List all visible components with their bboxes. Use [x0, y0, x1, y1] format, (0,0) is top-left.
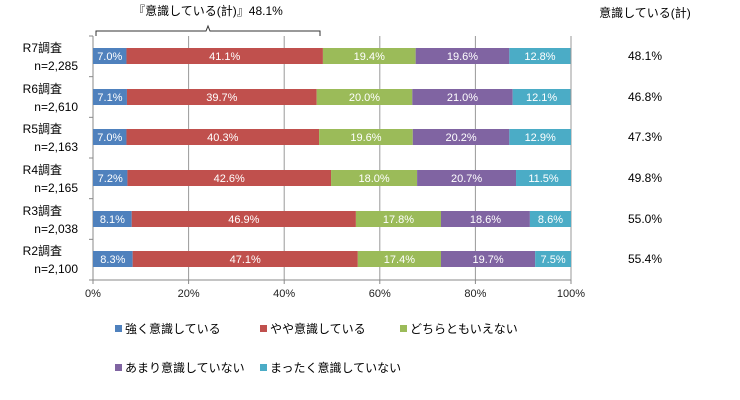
bar-segment — [93, 48, 127, 64]
legend-swatch — [260, 325, 267, 332]
side-value: 55.4% — [628, 252, 662, 266]
bar-segment — [509, 129, 571, 145]
category-label: R3調査 — [23, 204, 62, 218]
category-label: R6調査 — [23, 82, 62, 96]
x-tick-label: 20% — [178, 288, 200, 300]
bar-segment — [93, 170, 128, 186]
bar-segment — [132, 251, 358, 267]
legend-swatch — [260, 364, 267, 371]
bar-segment — [93, 211, 132, 227]
category-label: R4調査 — [23, 163, 62, 177]
legend-label: あまり意識していない — [125, 360, 245, 375]
bar-data-label: 12.8% — [524, 51, 555, 63]
x-tick-label: 60% — [369, 288, 391, 300]
bar-data-label: 8.1% — [100, 214, 125, 226]
x-tick-label: 80% — [464, 288, 486, 300]
x-tick-label: 40% — [273, 288, 295, 300]
legend-label: 強く意識している — [125, 321, 221, 336]
bar-data-label: 18.6% — [470, 214, 501, 226]
bar-segment — [93, 129, 127, 145]
bar-segment — [355, 211, 441, 227]
bar-segment — [316, 89, 413, 105]
legend-swatch — [115, 325, 122, 332]
bar-data-label: 12.9% — [525, 132, 556, 144]
bar-segment — [440, 211, 530, 227]
x-tick-label: 100% — [557, 288, 585, 300]
bar-data-label: 20.2% — [445, 132, 476, 144]
category-label: R5調査 — [23, 122, 62, 136]
bar-segment — [331, 170, 418, 186]
bar-segment — [93, 89, 127, 105]
bar-data-label: 12.1% — [526, 92, 557, 104]
side-value: 48.1% — [628, 49, 662, 63]
bar-segment — [512, 89, 571, 105]
bar-data-label: 19.4% — [354, 51, 385, 63]
category-n-label: n=2,165 — [34, 181, 78, 195]
bar-data-label: 17.8% — [383, 214, 414, 226]
legend-label: やや意識している — [270, 321, 366, 336]
category-n-label: n=2,038 — [34, 222, 78, 236]
bar-segment — [412, 89, 513, 105]
bar-data-label: 46.9% — [228, 214, 259, 226]
bar-segment — [126, 89, 317, 105]
annotation-brace — [95, 24, 321, 36]
bar-segment — [131, 211, 356, 227]
side-value: 49.8% — [628, 171, 662, 185]
legend-swatch — [400, 325, 407, 332]
bar-segment — [412, 129, 510, 145]
bar-segment — [535, 251, 571, 267]
category-n-label: n=2,610 — [34, 100, 78, 114]
bar-data-label: 7.0% — [97, 51, 122, 63]
legend-label: まったく意識していない — [270, 360, 401, 375]
side-header: 意識している(計) — [599, 5, 691, 20]
bar-segment — [357, 251, 441, 267]
bar-data-label: 20.7% — [451, 173, 482, 185]
bar-data-label: 11.5% — [528, 173, 559, 185]
bar-data-label: 19.6% — [447, 51, 478, 63]
bar-data-label: 21.0% — [447, 92, 478, 104]
bar-segment — [516, 170, 571, 186]
legend-swatch — [115, 364, 122, 371]
bar-data-label: 41.1% — [209, 51, 240, 63]
bar-segment — [127, 170, 332, 186]
bar-data-label: 17.4% — [384, 254, 415, 266]
category-n-label: n=2,100 — [34, 262, 78, 276]
bar-segment — [93, 251, 133, 267]
bar-data-label: 7.1% — [97, 92, 122, 104]
bar-data-label: 40.3% — [207, 132, 238, 144]
bar-data-label: 8.6% — [538, 214, 563, 226]
bar-segment — [440, 251, 536, 267]
bar-segment — [417, 170, 517, 186]
bar-segment — [126, 129, 320, 145]
bar-segment — [126, 48, 323, 64]
bar-segment — [319, 129, 413, 145]
legend-label: どちらともいえない — [410, 322, 518, 336]
bar-data-label: 7.2% — [98, 173, 123, 185]
side-value: 55.0% — [628, 212, 662, 226]
category-n-label: n=2,163 — [34, 140, 78, 154]
bar-segment — [529, 211, 571, 227]
bar-segment — [509, 48, 571, 64]
annotation-label: 『意識している(計)』48.1% — [133, 3, 283, 18]
bar-data-label: 8.3% — [100, 254, 125, 266]
category-label: R7調査 — [23, 41, 62, 55]
bar-data-label: 47.1% — [230, 254, 261, 266]
side-value: 47.3% — [628, 130, 662, 144]
bar-segment — [415, 48, 510, 64]
x-tick-label: 0% — [85, 288, 101, 300]
bar-data-label: 7.5% — [541, 254, 566, 266]
bar-data-label: 7.0% — [97, 132, 122, 144]
bar-data-label: 39.7% — [206, 92, 237, 104]
bar-segment — [322, 48, 416, 64]
category-n-label: n=2,285 — [34, 59, 78, 73]
side-value: 46.8% — [628, 90, 662, 104]
bar-data-label: 19.7% — [472, 254, 503, 266]
bar-data-label: 42.6% — [214, 173, 245, 185]
bar-data-label: 18.0% — [358, 173, 389, 185]
bar-data-label: 19.6% — [350, 132, 381, 144]
category-label: R2調査 — [23, 244, 62, 258]
bar-data-label: 20.0% — [349, 92, 380, 104]
